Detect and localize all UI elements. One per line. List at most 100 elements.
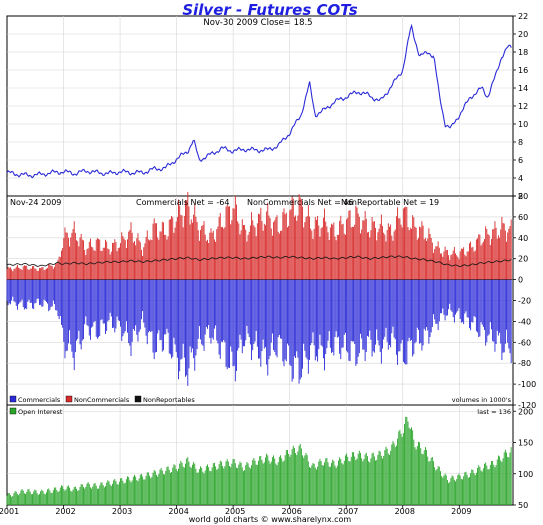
commercials-bar	[152, 279, 154, 353]
noncommercials-bar	[49, 264, 51, 280]
y-tick-label: 14	[518, 84, 528, 93]
commercials-bar	[338, 279, 339, 337]
noncommercials-bar	[509, 226, 511, 280]
commercials-bar	[16, 279, 18, 310]
noncommercials-bar	[218, 216, 220, 280]
commercials-bar	[161, 279, 163, 352]
open-interest-bar	[158, 473, 160, 505]
open-interest-bar	[27, 489, 29, 505]
noncommercials-bar	[383, 232, 385, 280]
commercials-bar	[459, 279, 461, 319]
open-interest-bar	[136, 480, 138, 505]
noncommercials-bar	[445, 250, 447, 280]
open-interest-bar	[102, 485, 104, 505]
commercials-bar	[499, 279, 501, 333]
open-interest-bar	[20, 490, 22, 505]
commercials-bar	[163, 279, 164, 351]
commercials-bar	[402, 279, 404, 362]
commercials-bar	[349, 279, 351, 362]
commercials-bar	[423, 279, 425, 329]
noncommercials-bar	[413, 217, 415, 280]
noncommercials-bar	[267, 202, 269, 280]
commercials-bar	[466, 279, 468, 318]
open-interest-bar	[406, 416, 408, 505]
open-interest-bar	[347, 456, 349, 505]
open-interest-bar	[81, 484, 83, 505]
open-interest-bar	[486, 465, 488, 505]
noncommercials-bar	[39, 267, 40, 280]
commercials-bar	[153, 279, 155, 360]
commercials-bar	[497, 279, 499, 336]
noncommercials-bar	[69, 246, 71, 280]
open-interest-bar	[402, 433, 404, 505]
open-interest-bar	[265, 457, 266, 505]
commercials-bar	[426, 279, 428, 328]
commercials-bar	[70, 279, 72, 345]
noncommercials-bar	[458, 259, 460, 280]
commercials-bar	[397, 279, 399, 365]
open-interest-bar	[54, 487, 55, 505]
commercials-bar	[430, 279, 432, 333]
noncommercials-bar	[398, 218, 400, 280]
commercials-bar	[25, 279, 26, 309]
price-line	[6, 23, 512, 179]
noncommercials-bar	[219, 212, 221, 280]
legend-swatch	[134, 395, 142, 403]
commercials-bar	[15, 279, 17, 306]
commercials-bar	[66, 279, 68, 351]
noncommercials-bar	[222, 226, 224, 280]
open-interest-bar	[344, 455, 346, 505]
open-interest-bar	[497, 455, 499, 505]
noncommercials-bar	[277, 231, 279, 280]
noncommercials-bar	[214, 239, 215, 280]
open-interest-bar	[297, 451, 299, 505]
noncommercials-bar	[343, 233, 345, 280]
commercials-bar	[429, 279, 431, 337]
commercials-bar	[252, 279, 254, 351]
open-interest-bar	[431, 457, 433, 505]
noncommercials-bar	[159, 231, 161, 280]
open-interest-bar	[95, 485, 97, 505]
noncommercials-bar	[80, 234, 82, 280]
commercials-bar	[409, 279, 411, 341]
open-interest-bar	[33, 491, 35, 505]
commercials-bar	[180, 279, 182, 360]
commercials-bar	[200, 279, 201, 340]
noncommercials-bar	[262, 230, 264, 280]
open-interest-bar	[285, 450, 287, 505]
commercials-bar	[491, 279, 492, 330]
noncommercials-bar	[186, 201, 188, 280]
commercials-bar	[247, 279, 249, 334]
commercials-bar	[468, 279, 470, 329]
open-interest-bar	[204, 470, 206, 505]
noncommercials-bar	[303, 227, 305, 280]
noncommercials-bar	[249, 225, 251, 280]
noncommercials-bar	[357, 213, 359, 280]
commercials-bar	[350, 279, 352, 342]
open-interest-bar	[383, 456, 385, 505]
open-interest-bar	[169, 472, 171, 505]
noncommercials-bar	[152, 223, 154, 280]
open-interest-bar	[61, 485, 62, 505]
chart-title: Silver - Futures COTs	[182, 1, 357, 19]
open-interest-bar	[246, 461, 248, 505]
commercials-bar	[502, 279, 504, 353]
open-interest-bar	[268, 460, 270, 505]
noncommercials-bar	[253, 225, 255, 280]
open-interest-bar	[434, 467, 436, 505]
commercials-bar	[234, 279, 236, 382]
open-interest-bar	[429, 461, 431, 505]
noncommercials-bar	[456, 255, 458, 280]
open-interest-bar	[409, 429, 411, 505]
commercials-bar	[191, 279, 193, 349]
commercials-bar	[462, 279, 463, 322]
noncommercials-bar	[169, 219, 171, 280]
commercials-bar	[385, 279, 387, 328]
commercials-bar	[431, 279, 433, 327]
noncommercials-bar	[85, 255, 87, 280]
open-interest-bar	[314, 467, 316, 505]
noncommercials-bar	[326, 226, 328, 280]
commercials-bar	[328, 279, 330, 332]
noncommercials-bar	[470, 241, 472, 280]
open-interest-bar	[470, 473, 472, 505]
